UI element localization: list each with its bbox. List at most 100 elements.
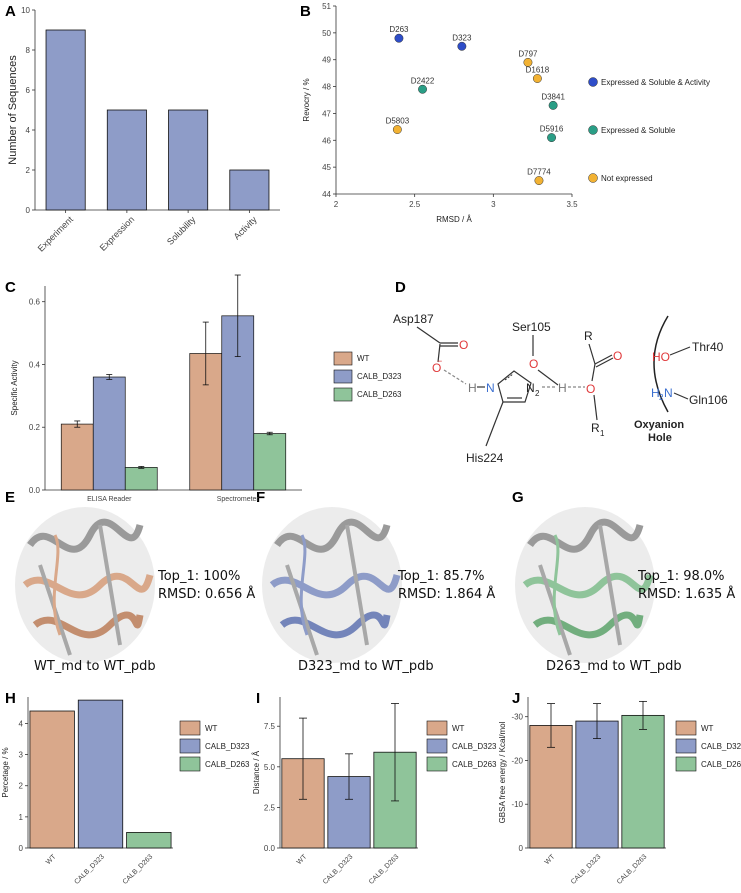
panel-label-e: E [5, 489, 15, 506]
point-label: D7774 [527, 168, 551, 177]
panel-label-b: B [300, 3, 311, 20]
h2n-n: N [664, 386, 673, 400]
chart-c: 0.0 0.2 0.4 0.6 ELISA Reader Spectrometer Spec… [10, 274, 402, 503]
aromatic-bond [504, 373, 514, 381]
y-axis-title: Distance / Å [252, 750, 261, 794]
top1-f: Top_1: 85.7% [397, 569, 485, 584]
legend-swatch [426, 738, 448, 754]
y-tick-label: 4 [19, 719, 24, 728]
legend-swatch [675, 720, 697, 736]
scatter-point [523, 57, 533, 67]
chart-j: 0 -10 -20 -30 WT CALB_D323 CALB_D263 GBSA free … [498, 697, 741, 886]
scatter-point [532, 74, 542, 83]
protein-gray [262, 507, 402, 663]
his224-label: His224 [466, 451, 504, 465]
x-tick-label: CALB_D263 [122, 853, 155, 886]
panel-label-h: H [5, 690, 16, 707]
y-tick-label: 47 [322, 109, 331, 118]
bar [253, 433, 287, 491]
chart-i: 0.0 2.5 5.0 7.5 WT CALB_D323 CALB_D263 Distance… [252, 697, 497, 886]
bond [593, 394, 598, 421]
x-tick-label: Experiment [36, 214, 76, 254]
bar [575, 720, 619, 849]
panel-label-a: A [5, 3, 16, 20]
r1-subscript: 1 [600, 429, 605, 438]
y-axis-title: GBSA free energy / Kcal/mol [498, 721, 507, 823]
panel-label-j: J [512, 690, 520, 707]
point-label: D1618 [526, 66, 550, 75]
y-tick-label: -30 [511, 713, 523, 722]
y-tick-label: 0.2 [29, 423, 41, 432]
point-label: D797 [518, 49, 538, 58]
x-tick-label: 3 [491, 200, 496, 209]
legend-swatch [179, 720, 201, 736]
x-tick-label: CALB_D263 [616, 853, 649, 886]
y-tick-label: -10 [511, 800, 523, 809]
legend-label: CALB_D323 [701, 742, 741, 751]
top1-g: Top_1: 98.0% [637, 569, 725, 584]
ho-group: HO [652, 350, 670, 364]
scatter-point [457, 41, 467, 51]
legend-swatch [675, 738, 697, 754]
scatter-point [418, 84, 427, 94]
ser-hydrogen: H [558, 381, 567, 395]
bond [537, 369, 559, 386]
legend-swatch [588, 173, 598, 183]
y-tick-label: 45 [322, 163, 331, 172]
legend-label: WT [357, 354, 370, 363]
coil [552, 534, 562, 636]
x-tick-label: CALB_D323 [570, 853, 603, 886]
scatter-point [547, 133, 556, 143]
structure-g [515, 507, 655, 663]
bond [591, 363, 596, 382]
y-tick-label: 46 [322, 136, 331, 145]
x-axis-title: RMSD / Å [436, 215, 472, 224]
carbonyl-oxygen: O [613, 349, 622, 363]
legend-swatch [588, 77, 598, 87]
y-tick-label: 44 [322, 190, 331, 199]
legend-label: WT [205, 724, 218, 733]
x-tick-label: WT [45, 853, 58, 866]
caption-g: D263_md to WT_pdb [546, 659, 682, 674]
nitrogen-2-atom: N [526, 381, 535, 395]
legend-label: CALB_D263 [452, 760, 497, 769]
legend-swatch [588, 125, 598, 135]
x-tick-label: Spectrometer [217, 496, 260, 503]
oxyanion-label-2: Hole [648, 432, 672, 444]
bar [106, 109, 147, 211]
legend-swatch [426, 720, 448, 736]
r1-group: R [591, 421, 600, 435]
x-tick-label: Activity [232, 214, 260, 242]
point-label: D323 [452, 33, 472, 42]
legend-label: CALB_D323 [357, 372, 402, 381]
minus-charge: − [437, 356, 442, 366]
y-tick-label: -20 [511, 756, 523, 765]
y-axis-title: Specific Activity [10, 360, 19, 415]
bar [92, 376, 126, 491]
point-label: D3841 [541, 92, 565, 101]
coil [52, 534, 62, 636]
helix [527, 518, 644, 553]
y-tick-label: 0.0 [264, 844, 276, 853]
y-tick-label: 51 [322, 2, 331, 11]
chart-b: 44 45 46 47 48 49 50 51 2 2.5 3 3.5 D263 D323 D797 D161… [302, 2, 710, 224]
hbond [443, 369, 467, 385]
x-tick-label: 3.5 [566, 200, 578, 209]
rmsd-f: RMSD: 1.864 Å [398, 586, 495, 602]
oxyanion-arc [653, 315, 669, 413]
caption-e: WT_md to WT_pdb [34, 659, 156, 674]
y-tick-label: 2 [19, 782, 24, 791]
panel-label-g: G [512, 489, 524, 506]
bond [595, 357, 614, 368]
h2n-subscript: 2 [659, 393, 664, 402]
legend-label: CALB_D263 [701, 760, 741, 769]
bar [168, 109, 209, 211]
oxygen-atom: O [459, 338, 468, 352]
bar [60, 423, 94, 491]
r-group: R [584, 329, 593, 343]
caption-f: D323_md to WT_pdb [298, 659, 434, 674]
x-tick-label: ELISA Reader [87, 496, 132, 503]
bond [594, 354, 613, 365]
legend-swatch [333, 351, 353, 366]
ser-oxygen: O [529, 357, 538, 371]
